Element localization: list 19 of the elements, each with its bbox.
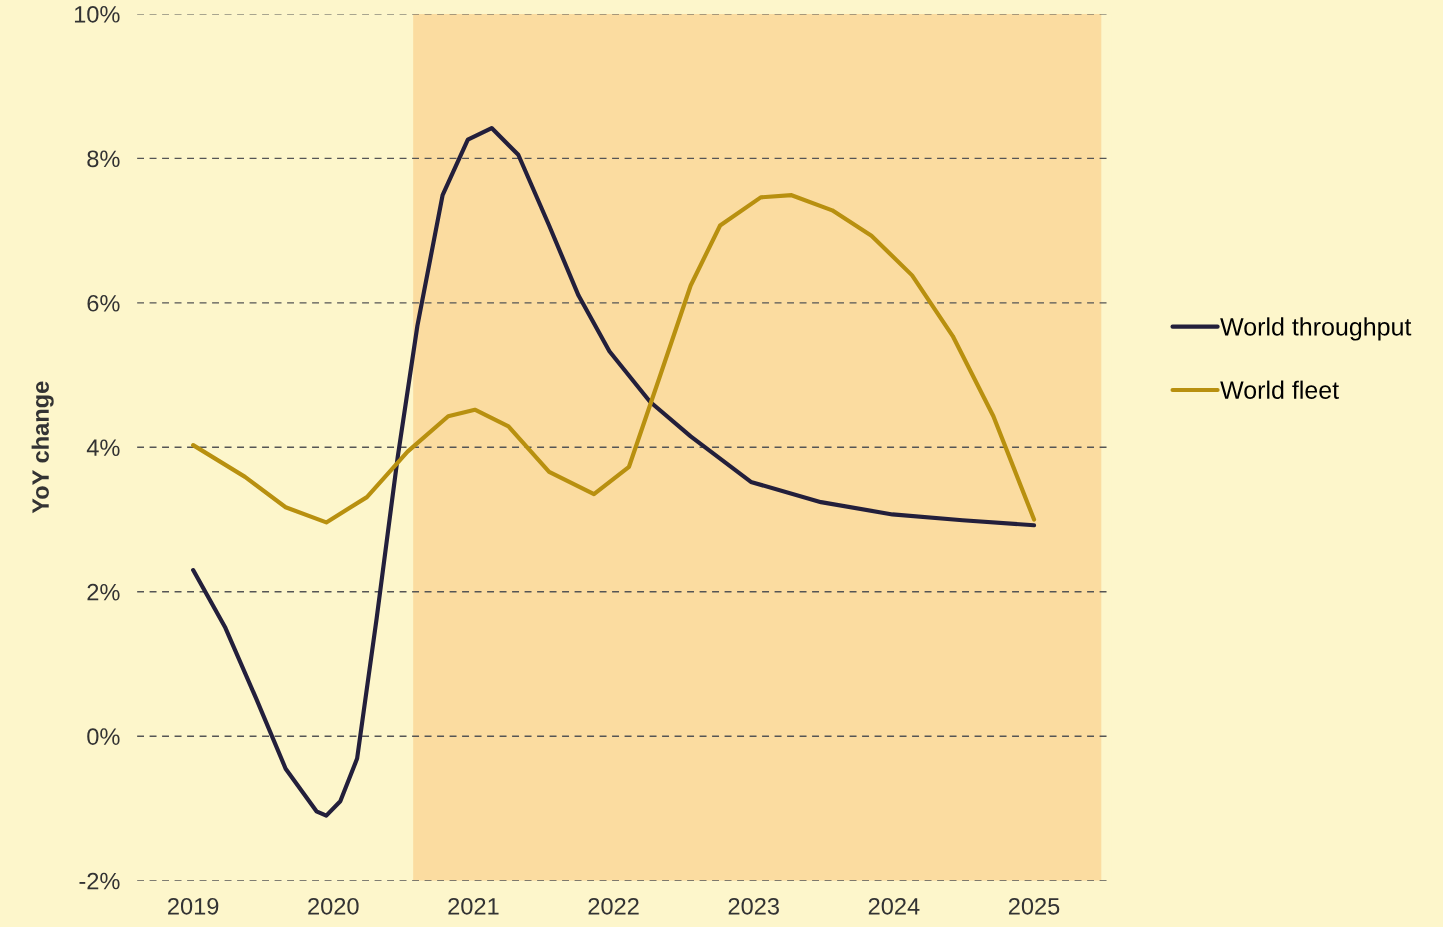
y-axis-title: YoY change	[31, 381, 54, 514]
y-tick-label: -2%	[79, 872, 120, 890]
x-tick-label: 2021	[448, 897, 499, 915]
y-tick-label: 10%	[74, 5, 120, 23]
x-tick-label: 2023	[728, 897, 779, 915]
x-tick-label: 2020	[308, 897, 359, 915]
y-tick-label: 4%	[86, 439, 120, 456]
y-tick-label: 8%	[87, 150, 120, 168]
x-tick-label: 2019	[168, 897, 219, 915]
line-series	[191, 125, 1037, 818]
legend-label: World fleet	[1220, 380, 1339, 399]
x-tick-label: 2025	[1008, 897, 1060, 915]
y-tick-label: 2%	[87, 583, 120, 601]
x-tick-label: 2024	[868, 897, 920, 915]
y-tick-label: 0%	[87, 728, 120, 745]
line-series	[191, 193, 1037, 525]
x-tick-label: 2022	[588, 897, 639, 915]
legend-label: World throughput	[1220, 317, 1412, 341]
y-tick-label: 6%	[87, 294, 120, 312]
